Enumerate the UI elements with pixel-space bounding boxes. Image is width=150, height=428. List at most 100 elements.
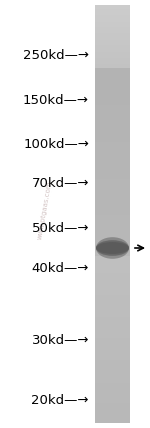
Bar — [95, 289, 130, 291]
Bar — [95, 385, 130, 387]
Bar — [95, 13, 130, 15]
Bar — [95, 312, 130, 313]
Bar — [95, 203, 130, 204]
Bar — [95, 305, 130, 306]
Bar — [95, 105, 130, 107]
Bar — [95, 155, 130, 157]
Bar — [95, 47, 130, 48]
Bar — [95, 218, 130, 220]
Bar — [95, 168, 130, 169]
Bar — [95, 114, 130, 115]
Bar — [95, 412, 130, 413]
Bar — [95, 16, 130, 18]
Bar — [95, 256, 130, 257]
Bar — [95, 355, 130, 356]
Bar — [95, 199, 130, 200]
Text: 150kd—→: 150kd—→ — [23, 93, 89, 107]
Text: 100kd—→: 100kd—→ — [23, 139, 89, 152]
Bar — [95, 58, 130, 59]
Bar — [95, 276, 130, 278]
Bar — [95, 76, 130, 77]
Bar — [95, 383, 130, 384]
Bar — [95, 417, 130, 419]
Bar — [95, 356, 130, 357]
Bar — [95, 161, 130, 163]
Bar — [95, 158, 130, 160]
Bar — [95, 279, 130, 281]
Bar — [95, 204, 130, 205]
Bar — [95, 6, 130, 8]
Bar — [95, 187, 130, 189]
Bar — [95, 268, 130, 270]
Bar — [95, 254, 130, 256]
Bar — [95, 303, 130, 305]
Bar — [95, 282, 130, 284]
Bar — [95, 178, 130, 179]
Bar — [95, 56, 130, 58]
Bar — [95, 288, 130, 289]
Bar — [95, 9, 130, 11]
Bar — [95, 367, 130, 369]
Bar — [95, 153, 130, 154]
Bar — [95, 392, 130, 394]
Bar — [95, 370, 130, 372]
Bar — [95, 69, 130, 71]
Bar — [95, 144, 130, 146]
Bar — [95, 410, 130, 412]
Bar — [95, 82, 130, 83]
Bar — [95, 182, 130, 183]
Bar — [95, 34, 130, 36]
Bar — [95, 22, 130, 23]
Bar — [95, 388, 130, 389]
Bar — [95, 252, 130, 253]
Bar — [95, 405, 130, 406]
Bar — [95, 18, 130, 19]
Bar — [95, 139, 130, 140]
Bar — [95, 253, 130, 254]
Bar — [95, 93, 130, 94]
Bar — [95, 36, 130, 37]
Bar — [95, 211, 130, 213]
Bar — [95, 226, 130, 228]
Bar — [95, 316, 130, 317]
Bar — [95, 243, 130, 245]
Text: 250kd—→: 250kd—→ — [23, 48, 89, 62]
Bar — [95, 11, 130, 12]
Text: 20kd—→: 20kd—→ — [32, 393, 89, 407]
Bar — [95, 179, 130, 181]
Bar — [95, 345, 130, 346]
Bar — [95, 234, 130, 235]
Bar — [95, 128, 130, 129]
Bar — [95, 275, 130, 276]
Bar — [95, 363, 130, 365]
Bar — [95, 318, 130, 320]
Bar — [95, 66, 130, 68]
Bar — [95, 359, 130, 360]
Bar — [95, 208, 130, 210]
Bar — [95, 48, 130, 50]
Bar — [95, 19, 130, 20]
Bar — [95, 136, 130, 137]
Bar — [95, 110, 130, 111]
Bar — [95, 324, 130, 325]
Bar — [95, 169, 130, 171]
Bar — [95, 325, 130, 327]
Bar — [95, 55, 130, 56]
Text: 30kd—→: 30kd—→ — [32, 333, 89, 347]
Ellipse shape — [96, 240, 129, 256]
Bar — [95, 166, 130, 168]
Bar — [95, 196, 130, 197]
Bar — [95, 389, 130, 391]
Bar — [95, 396, 130, 398]
Bar — [95, 181, 130, 182]
Bar — [95, 194, 130, 196]
Bar — [95, 220, 130, 221]
Bar — [95, 92, 130, 93]
Bar — [95, 299, 130, 300]
Bar — [95, 415, 130, 416]
Bar — [95, 74, 130, 76]
Bar — [95, 77, 130, 79]
Bar — [95, 296, 130, 297]
Bar — [95, 44, 130, 45]
Bar — [95, 284, 130, 285]
